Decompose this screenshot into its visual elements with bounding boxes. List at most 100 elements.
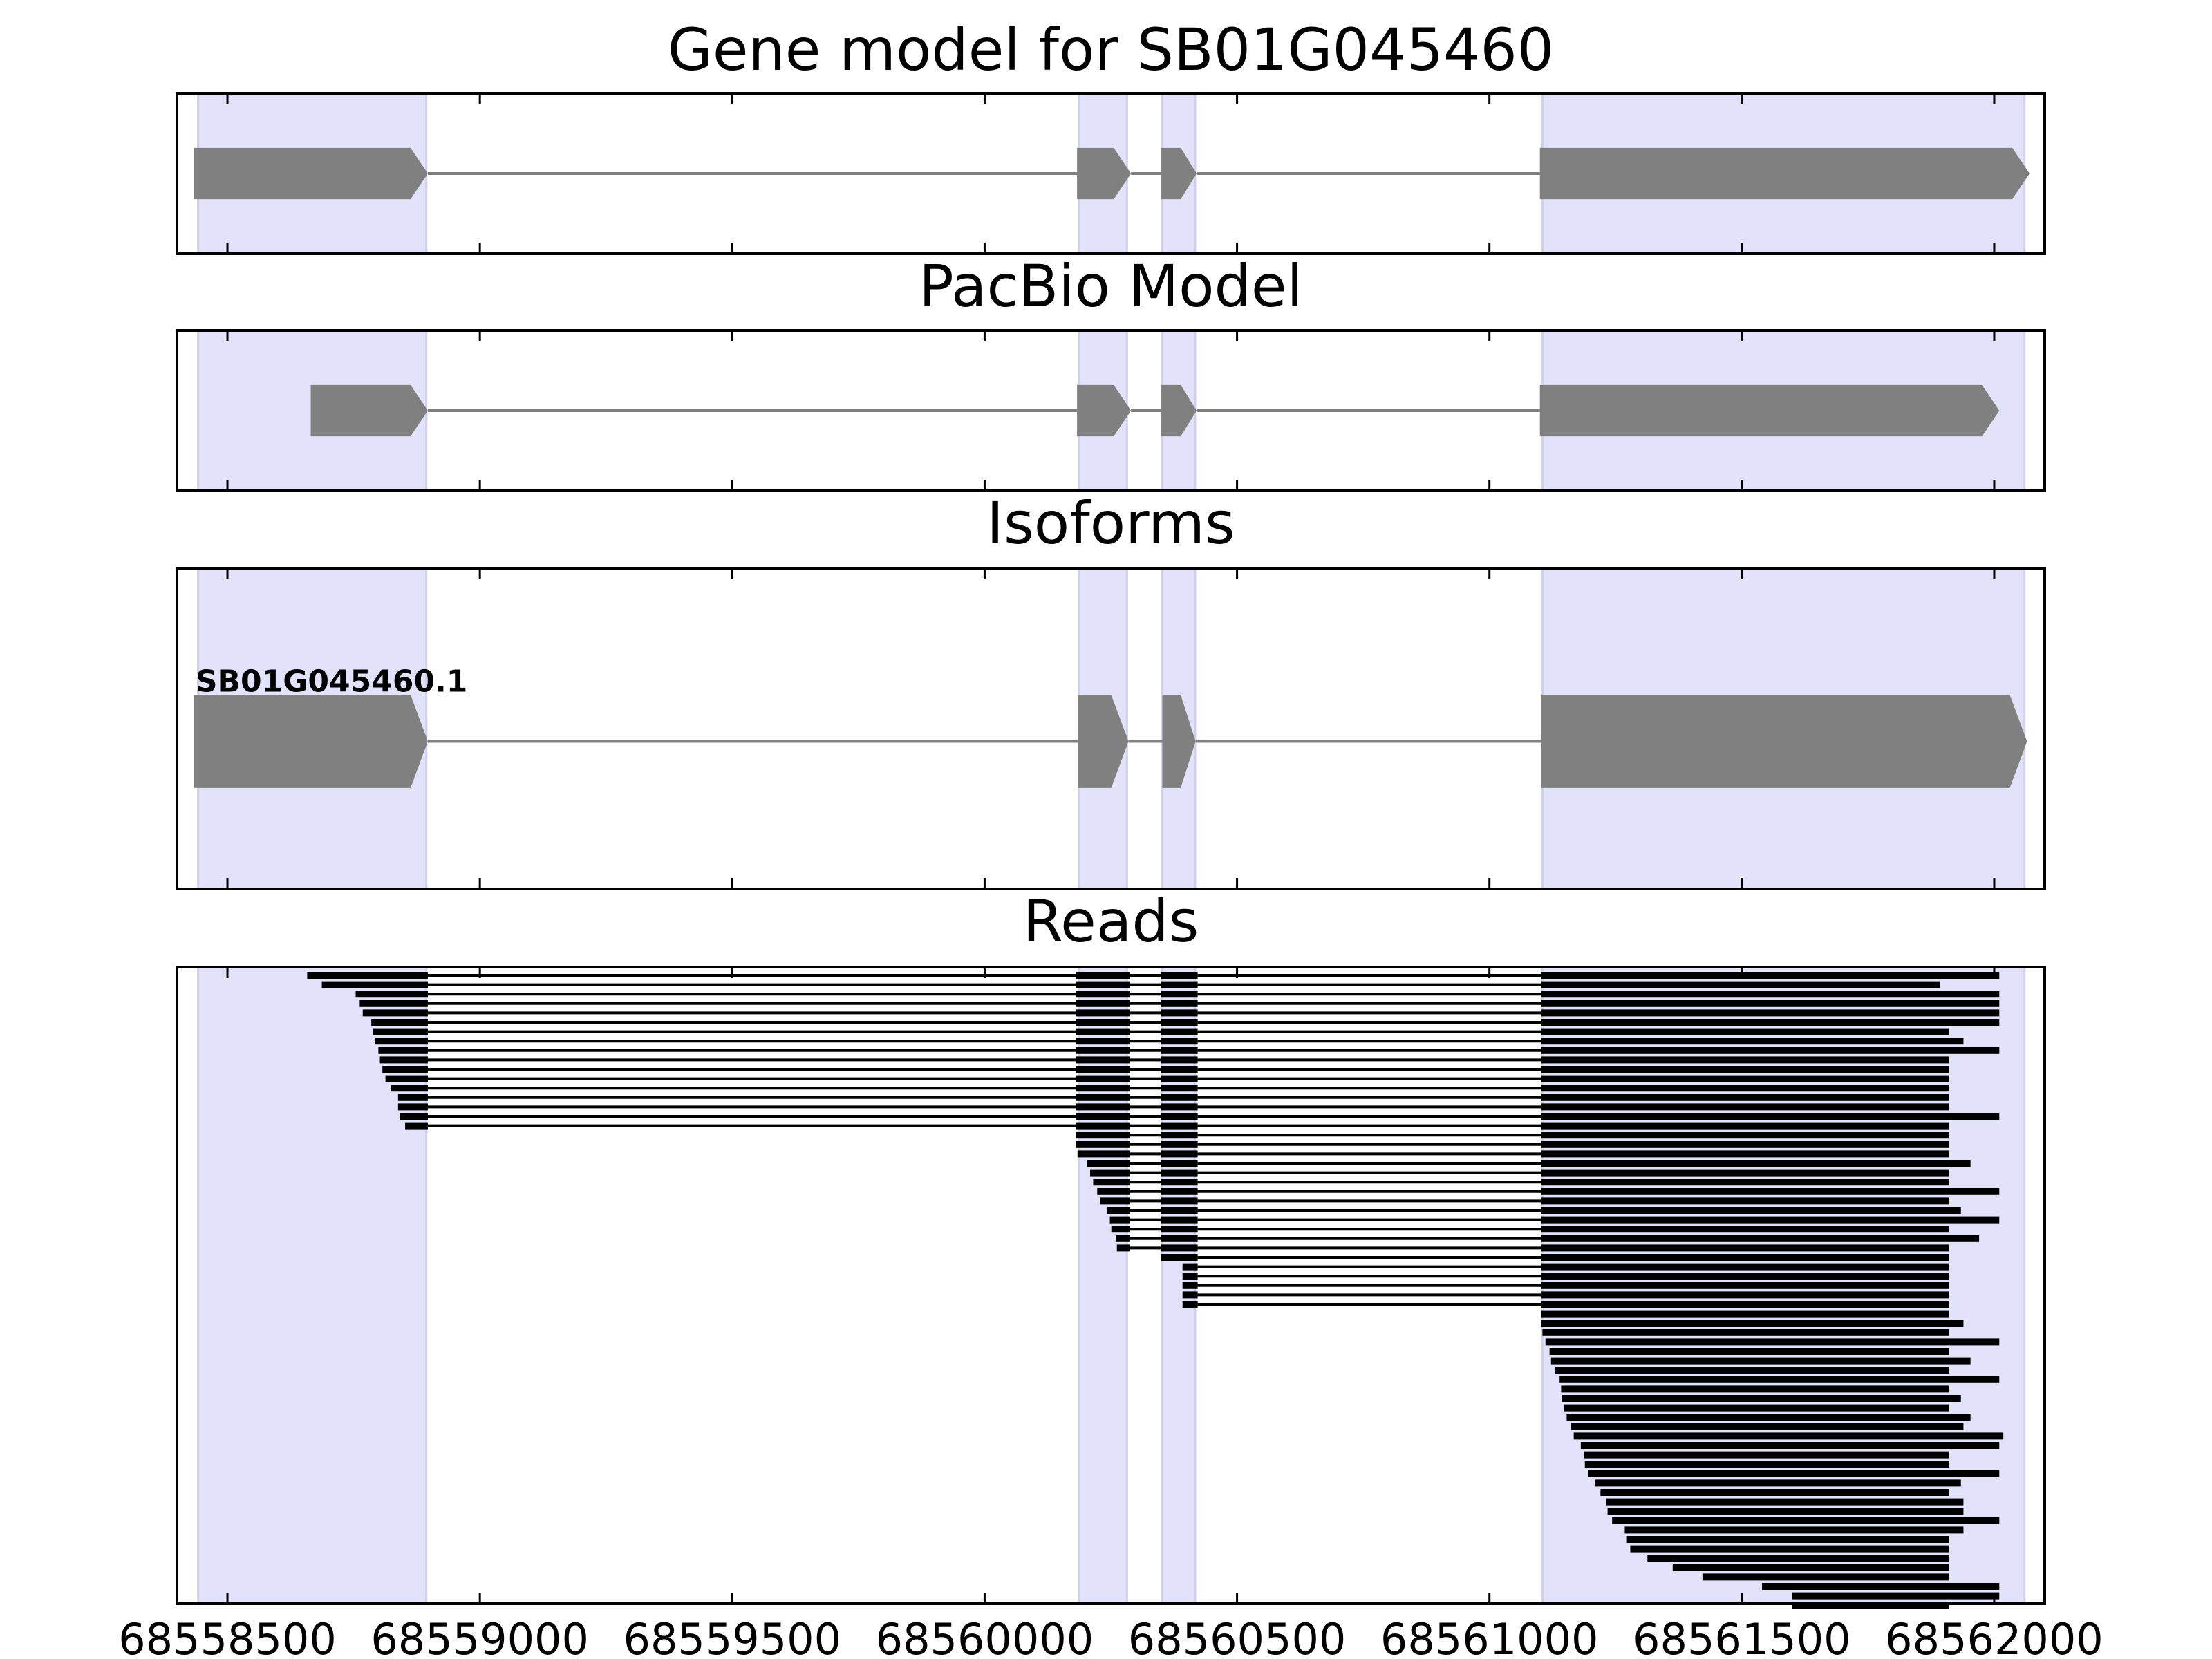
read-block — [1541, 1141, 1949, 1148]
read-block — [1607, 1508, 1964, 1515]
read-block — [1562, 1395, 1961, 1402]
read-block — [400, 1113, 428, 1120]
read-block — [1541, 1028, 1949, 1035]
read-block — [1541, 1169, 1949, 1177]
read-block — [397, 1094, 428, 1101]
read-block — [1182, 1282, 1198, 1289]
exon — [1077, 147, 1132, 200]
x-tick-label: 68560500 — [1128, 1614, 1347, 1659]
read-block — [1584, 1461, 1949, 1468]
exon — [194, 147, 428, 200]
read-block — [1626, 1536, 1949, 1543]
shaded-region — [197, 966, 428, 1605]
exon — [1539, 147, 2030, 200]
read-block — [1541, 1263, 1949, 1271]
read-block — [1612, 1517, 2000, 1524]
read-block — [405, 1122, 428, 1130]
read-block — [1541, 1094, 1949, 1101]
read-block — [1588, 1470, 2000, 1477]
read-block — [1541, 972, 2000, 979]
read-block — [1076, 1103, 1130, 1111]
read-block — [1076, 1056, 1130, 1064]
read-block — [1541, 1216, 2000, 1224]
read-block — [1161, 1066, 1198, 1073]
read-block — [1541, 1150, 1949, 1158]
read-block — [1161, 1132, 1198, 1139]
x-tick-label: 68562000 — [1885, 1614, 2103, 1659]
read-block — [1573, 1432, 2004, 1440]
read-block — [373, 1028, 428, 1035]
x-tick-label: 68559500 — [624, 1614, 842, 1659]
read-block — [1076, 1047, 1130, 1054]
read-block — [1541, 1244, 1949, 1252]
read-block — [371, 1019, 428, 1026]
read-block — [1111, 1226, 1130, 1233]
read-block — [375, 1038, 428, 1045]
read-block — [1624, 1526, 1964, 1534]
read-block — [1077, 1150, 1130, 1158]
read-block — [1161, 1122, 1198, 1130]
read-block — [1541, 1132, 1949, 1139]
read-block — [1702, 1573, 1949, 1581]
read-block — [1541, 1197, 1949, 1205]
read-block — [321, 981, 428, 988]
read-block — [1161, 1188, 1198, 1195]
read-block — [1161, 1075, 1198, 1082]
x-tick-label: 68561500 — [1633, 1614, 1851, 1659]
panel-title: Reads — [1023, 888, 1199, 955]
read-block — [1161, 1179, 1198, 1186]
read-block — [1161, 1000, 1198, 1007]
read-block — [1161, 1009, 1198, 1017]
read-block — [1076, 1075, 1130, 1082]
read-block — [1559, 1376, 2000, 1383]
x-tick-label: 68560000 — [876, 1614, 1094, 1659]
read-block — [1550, 1357, 1971, 1365]
read-block — [1076, 1094, 1130, 1101]
panel-title: PacBio Model — [919, 252, 1303, 320]
read-block — [1116, 1235, 1130, 1242]
read-block — [1555, 1367, 1949, 1374]
read-block — [1161, 1169, 1198, 1177]
read-block — [1161, 981, 1198, 988]
exon — [194, 695, 428, 788]
exon — [1541, 695, 2027, 788]
read-block — [1076, 1028, 1130, 1035]
read-block — [1600, 1489, 1949, 1496]
read-block — [1109, 1216, 1130, 1224]
read-block — [1762, 1583, 2000, 1590]
read-block — [1541, 1038, 1964, 1045]
read-block — [1571, 1423, 1964, 1430]
read-block — [1116, 1244, 1130, 1252]
read-block — [355, 991, 428, 998]
read-block — [379, 1056, 428, 1064]
read-block — [1541, 1113, 2000, 1120]
read-block — [1161, 1038, 1198, 1045]
exon — [1077, 384, 1132, 437]
exon — [1539, 384, 2000, 437]
read-block — [1161, 1094, 1198, 1101]
isoform-label: SB01G045460.1 — [196, 664, 468, 699]
axes-frame — [176, 567, 2046, 890]
read-block — [1541, 1122, 1949, 1130]
read-block — [1090, 1169, 1130, 1177]
read-block — [1161, 972, 1198, 979]
read-block — [1541, 1235, 1980, 1242]
read-block — [1161, 1019, 1198, 1026]
exon — [310, 384, 428, 437]
read-block — [1606, 1498, 1964, 1506]
read-block — [1566, 1414, 1971, 1421]
read-block — [1541, 1000, 2000, 1007]
panel-title: Isoforms — [986, 489, 1235, 557]
panel-title: Gene model for SB01G045460 — [668, 16, 1554, 84]
read-block — [385, 1075, 428, 1082]
read-block — [1792, 1602, 1949, 1609]
read-block — [1161, 1254, 1198, 1261]
read-block — [1541, 1160, 1971, 1167]
read-block — [1161, 1197, 1198, 1205]
read-block — [1182, 1263, 1198, 1271]
read-block — [1541, 1254, 1949, 1261]
read-block — [391, 1085, 428, 1092]
read-block — [1564, 1404, 1949, 1412]
read-block — [1161, 1160, 1198, 1167]
read-block — [1076, 1019, 1130, 1026]
